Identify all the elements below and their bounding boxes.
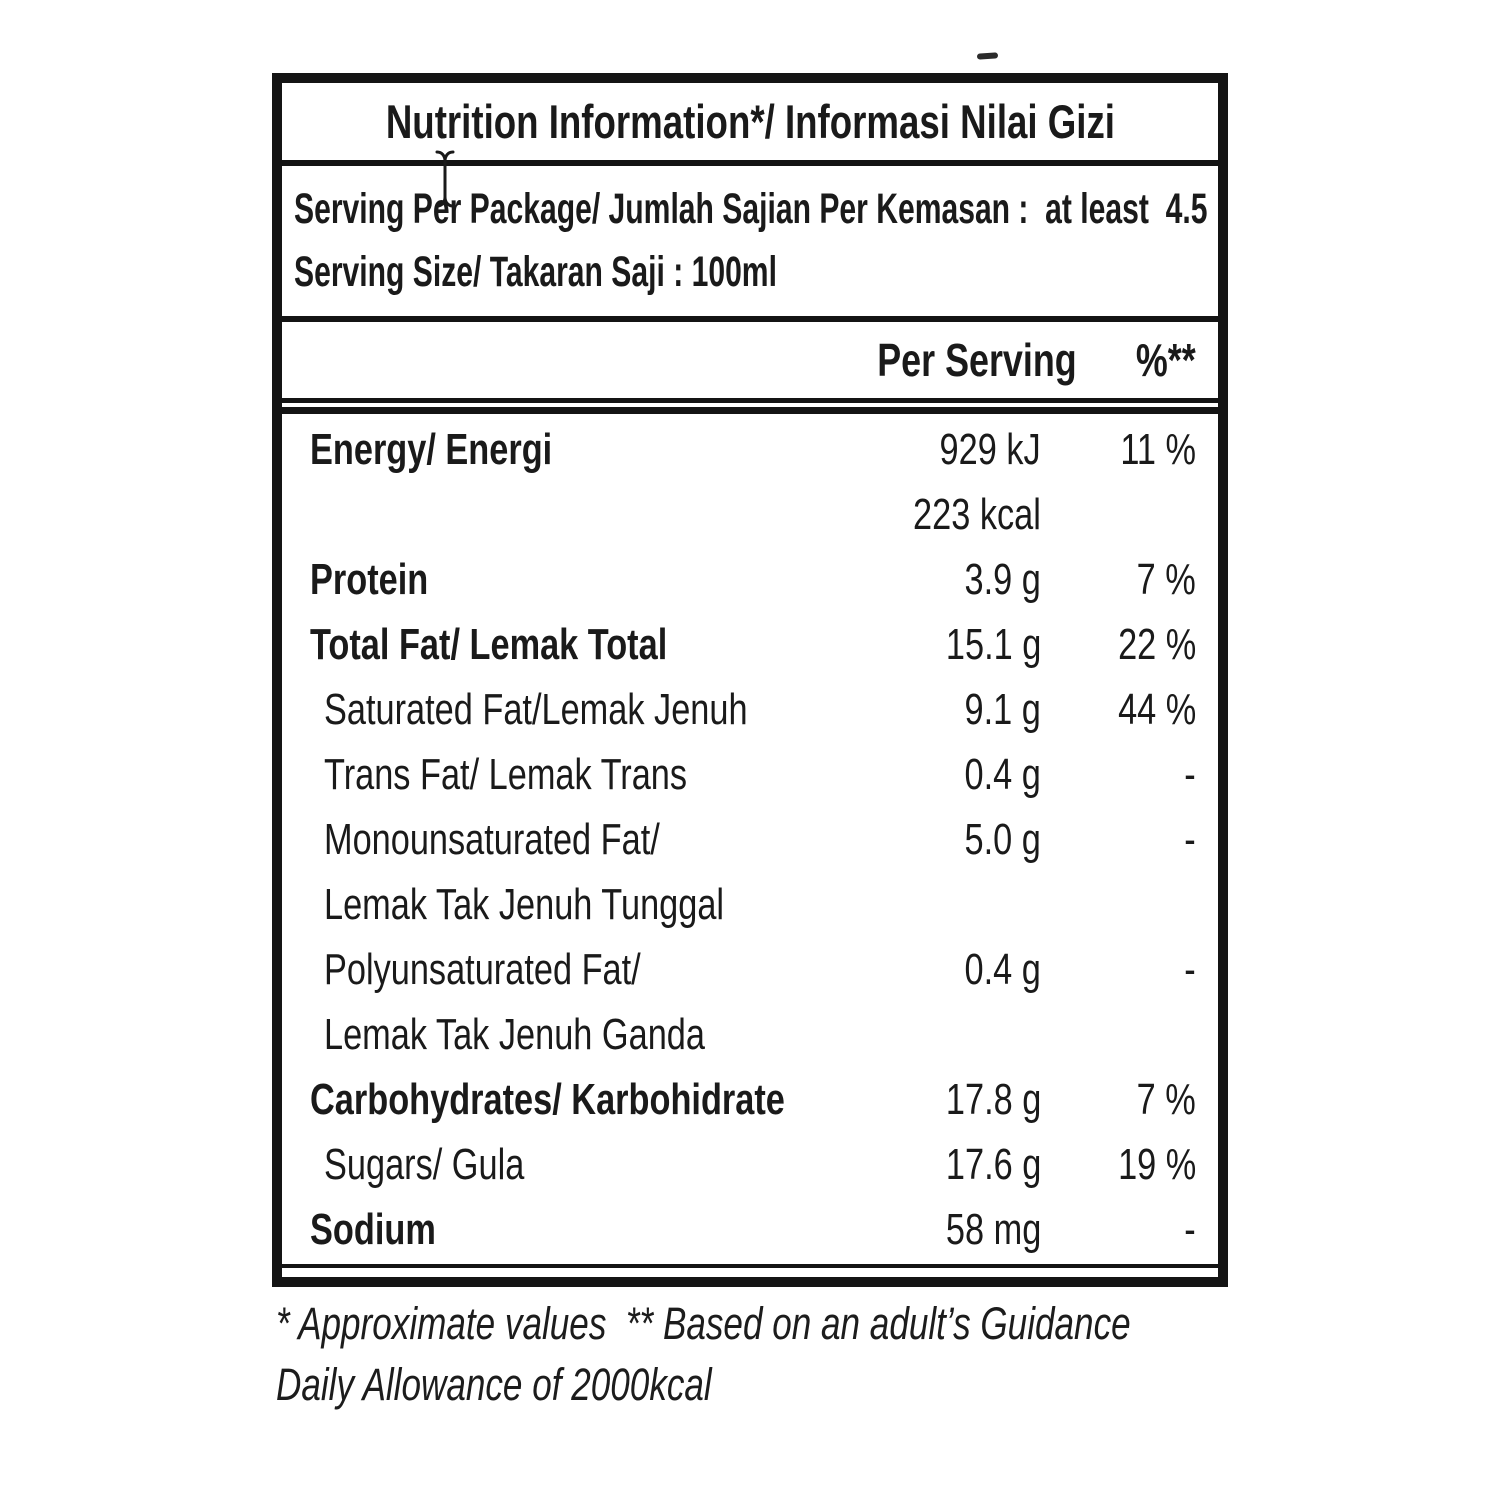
table-body: Energy/ Energi 929 kJ 11 % 223 kcal Prot… <box>282 414 1218 1277</box>
nutrition-label-table: Nutrition Information*/ Informasi Nilai … <box>272 73 1228 1287</box>
stray-mark <box>976 52 999 60</box>
nutrient-percent: 22 % <box>1117 619 1196 669</box>
nutrient-percent: 7 % <box>1136 1074 1196 1124</box>
nutrient-percent: 44 % <box>1117 684 1196 734</box>
table-row: Energy/ Energi 929 kJ 11 % <box>282 417 1218 482</box>
nutrient-value: 17.8 g <box>945 1074 1041 1124</box>
nutrient-value: 0.4 g <box>964 749 1041 799</box>
footnote-line-2: Daily Allowance of 2000kcal <box>276 1359 712 1410</box>
nutrient-percent: - <box>1184 1204 1196 1254</box>
nutrient-label: Total Fat/ Lemak Total <box>310 619 668 669</box>
nutrient-value: 17.6 g <box>945 1139 1041 1189</box>
serving-size-line: Serving Size/ Takaran Saji : 100ml <box>294 248 777 297</box>
table-row: Polyunsaturated Fat/ 0.4 g - <box>282 937 1218 1002</box>
text-ibeam-cursor-icon <box>435 150 455 208</box>
nutrient-label: Protein <box>310 554 429 604</box>
column-header-row: Per Serving %** <box>282 322 1218 398</box>
nutrient-value: 3.9 g <box>964 554 1041 604</box>
footnote-line-1: * Approximate values ** Based on an adul… <box>276 1298 1131 1349</box>
nutrient-label: Carbohydrates/ Karbohidrate <box>310 1074 785 1124</box>
nutrient-value: 929 kJ <box>939 424 1041 474</box>
nutrient-label: Lemak Tak Jenuh Ganda <box>324 1009 705 1059</box>
nutrient-value <box>821 1010 1041 1060</box>
table-title-row: Nutrition Information*/ Informasi Nilai … <box>282 83 1218 166</box>
nutrient-label: Energy/ Energi <box>310 424 553 474</box>
nutrient-label: Lemak Tak Jenuh Tunggal <box>324 879 725 929</box>
table-row: Sugars/ Gula 17.6 g 19 % <box>282 1132 1218 1197</box>
nutrient-percent <box>1041 490 1196 540</box>
table-row: Total Fat/ Lemak Total 15.1 g 22 % <box>282 612 1218 677</box>
table-row: Sodium 58 mg - <box>282 1197 1218 1262</box>
serving-per-package-line: Serving Per Package/ Jumlah Sajian Per K… <box>294 184 1208 233</box>
nutrient-value: 223 kcal <box>913 489 1041 539</box>
nutrient-value: 0.4 g <box>964 944 1041 994</box>
nutrient-percent <box>1041 1010 1196 1060</box>
body-bottom-rule <box>282 1264 1218 1268</box>
footnote: * Approximate values ** Based on an adul… <box>276 1293 1306 1415</box>
nutrient-percent: 19 % <box>1117 1139 1196 1189</box>
nutrient-value <box>821 880 1041 930</box>
nutrient-percent: 11 % <box>1120 424 1196 474</box>
nutrient-percent <box>1041 880 1196 930</box>
nutrient-label: Trans Fat/ Lemak Trans <box>324 749 688 799</box>
nutrient-label: Sodium <box>310 1204 436 1254</box>
table-row: Lemak Tak Jenuh Tunggal <box>282 872 1218 937</box>
nutrient-value: 9.1 g <box>964 684 1041 734</box>
table-row: Saturated Fat/Lemak Jenuh 9.1 g 44 % <box>282 677 1218 742</box>
nutrient-value: 5.0 g <box>964 814 1041 864</box>
serving-info-section: Serving Per Package/ Jumlah Sajian Per K… <box>282 166 1218 322</box>
nutrient-percent: - <box>1184 749 1196 799</box>
nutrient-value: 58 mg <box>945 1204 1041 1254</box>
nutrient-label <box>310 490 821 540</box>
header-divider <box>282 398 1218 414</box>
nutrient-percent: - <box>1184 944 1196 994</box>
nutrient-label: Polyunsaturated Fat/ <box>324 944 641 994</box>
nutrient-label: Saturated Fat/Lemak Jenuh <box>324 684 748 734</box>
nutrient-value: 15.1 g <box>945 619 1041 669</box>
percent-column-header: %** <box>1136 334 1196 386</box>
table-row: Carbohydrates/ Karbohidrate 17.8 g 7 % <box>282 1067 1218 1132</box>
table-row: Trans Fat/ Lemak Trans 0.4 g - <box>282 742 1218 807</box>
nutrient-label: Sugars/ Gula <box>324 1139 525 1189</box>
per-serving-column-header: Per Serving <box>877 334 1077 386</box>
nutrient-percent: 7 % <box>1136 554 1196 604</box>
table-title: Nutrition Information*/ Informasi Nilai … <box>385 95 1115 148</box>
table-row: Lemak Tak Jenuh Ganda <box>282 1002 1218 1067</box>
nutrient-label: Monounsaturated Fat/ <box>324 814 660 864</box>
nutrient-percent: - <box>1184 814 1196 864</box>
table-row: 223 kcal <box>282 482 1218 547</box>
table-row: Protein 3.9 g 7 % <box>282 547 1218 612</box>
table-row: Monounsaturated Fat/ 5.0 g - <box>282 807 1218 872</box>
